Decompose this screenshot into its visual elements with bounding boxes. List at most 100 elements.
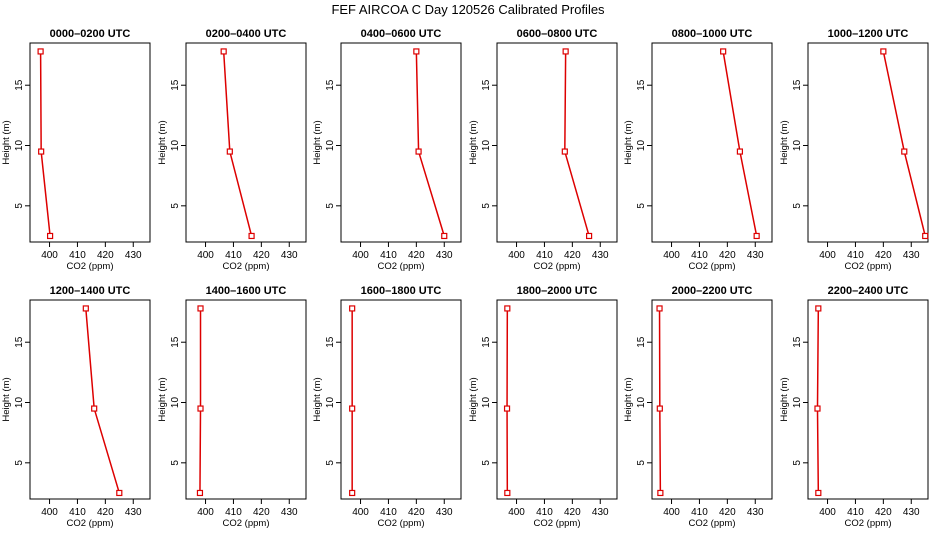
y-tick-label: 15	[325, 336, 336, 348]
x-tick-label: 410	[380, 507, 397, 518]
panel-6: 1200–1400 UTC 400 410 420 430 5 10 15 CO2 (ppm) H…	[1, 285, 151, 529]
profile-line	[658, 308, 662, 493]
x-tick-label: 410	[691, 250, 708, 261]
x-axis-label: CO2 (ppm)	[223, 518, 270, 529]
x-tick-label: 410	[69, 250, 86, 261]
data-point	[753, 232, 760, 240]
x-tick-label: 430	[281, 507, 298, 518]
x-tick-label: 430	[903, 250, 920, 261]
panel-2: 0400–0600 UTC 400 410 420 430 5 10 15 CO2 (ppm) H…	[312, 28, 462, 272]
panel-title: 0800–1000 UTC	[672, 28, 753, 40]
x-tick-label: 400	[352, 507, 369, 518]
y-tick-label: 5	[170, 460, 181, 466]
data-point	[91, 405, 98, 412]
data-point	[349, 305, 356, 312]
x-axis-label: CO2 (ppm)	[845, 261, 892, 272]
y-axis-label: Height (m)	[157, 120, 168, 164]
x-axis-label: CO2 (ppm)	[845, 518, 892, 529]
panel-7: 1400–1600 UTC 400 410 420 430 5 10 15 CO2 (ppm) H…	[157, 285, 307, 529]
x-tick-label: 410	[691, 507, 708, 518]
y-tick-label: 15	[636, 79, 647, 91]
panel-title: 0400–0600 UTC	[361, 28, 442, 40]
y-tick-label: 5	[792, 460, 803, 466]
x-axis-label: CO2 (ppm)	[534, 518, 581, 529]
y-axis-label: Height (m)	[779, 377, 790, 421]
x-tick-label: 420	[97, 250, 114, 261]
data-point	[585, 232, 593, 240]
y-tick-label: 15	[14, 336, 25, 348]
plot-frame	[340, 42, 462, 243]
x-tick-label: 420	[97, 507, 114, 518]
y-tick-label: 10	[792, 140, 803, 152]
panel-10: 2000–2200 UTC 400 410 420 430 5 10 15 CO2 (ppm) H…	[623, 285, 773, 529]
x-tick-label: 400	[41, 250, 58, 261]
profile-line	[39, 51, 51, 237]
panel-title: 1000–1200 UTC	[828, 28, 909, 40]
y-tick-label: 15	[325, 79, 336, 91]
y-tick-label: 5	[481, 203, 492, 209]
data-point	[815, 489, 822, 497]
data-point	[561, 148, 568, 155]
x-tick-label: 420	[253, 250, 270, 261]
panel-title: 1800–2000 UTC	[517, 285, 598, 297]
y-tick-label: 10	[481, 397, 492, 409]
y-tick-label: 15	[14, 79, 25, 91]
x-tick-label: 420	[719, 250, 736, 261]
y-axis-label: Height (m)	[623, 120, 634, 164]
x-tick-label: 400	[663, 250, 680, 261]
y-tick-label: 10	[636, 397, 647, 409]
data-point	[197, 305, 204, 312]
panel-title: 2000–2200 UTC	[672, 285, 753, 297]
x-tick-label: 400	[352, 250, 369, 261]
x-axis-label: CO2 (ppm)	[223, 261, 270, 272]
x-tick-label: 420	[408, 250, 425, 261]
data-point	[37, 48, 44, 55]
plot-frame	[185, 42, 307, 243]
x-tick-label: 430	[747, 250, 764, 261]
plot-frame	[807, 42, 929, 243]
x-tick-label: 420	[253, 507, 270, 518]
x-tick-label: 430	[436, 507, 453, 518]
panel-title: 0200–0400 UTC	[206, 28, 287, 40]
panel-8: 1600–1800 UTC 400 410 420 430 5 10 15 CO2 (ppm) H…	[312, 285, 462, 529]
x-tick-label: 400	[197, 507, 214, 518]
panel-1: 0200–0400 UTC 400 410 420 430 5 10 15 CO2 (ppm) H…	[157, 28, 307, 272]
y-axis-label: Height (m)	[312, 120, 323, 164]
data-point	[220, 48, 227, 55]
y-tick-label: 15	[481, 336, 492, 348]
y-axis-label: Height (m)	[1, 120, 12, 164]
y-axis-label: Height (m)	[623, 377, 634, 421]
x-tick-label: 430	[281, 250, 298, 261]
data-point	[736, 148, 744, 155]
x-tick-label: 420	[564, 507, 581, 518]
x-tick-label: 430	[125, 250, 142, 261]
x-tick-label: 400	[819, 250, 836, 261]
data-point	[815, 305, 822, 312]
x-tick-label: 420	[875, 507, 892, 518]
y-tick-label: 10	[481, 140, 492, 152]
x-tick-label: 430	[903, 507, 920, 518]
y-tick-label: 10	[792, 397, 803, 409]
plot-frame	[185, 299, 307, 500]
data-point	[82, 305, 89, 312]
y-tick-label: 5	[325, 203, 336, 209]
data-point	[197, 405, 204, 412]
y-tick-label: 5	[636, 460, 647, 466]
x-tick-label: 400	[508, 507, 525, 518]
panel-0: 0000–0200 UTC 400 410 420 430 5 10 15 CO2 (ppm) H…	[1, 28, 151, 272]
x-axis-label: CO2 (ppm)	[689, 518, 736, 529]
data-point	[657, 489, 664, 497]
data-point	[248, 232, 255, 240]
x-axis-label: CO2 (ppm)	[378, 518, 425, 529]
y-tick-label: 15	[792, 79, 803, 91]
x-tick-label: 410	[380, 250, 397, 261]
y-axis-label: Height (m)	[468, 377, 479, 421]
data-point	[116, 489, 123, 497]
x-tick-label: 420	[875, 250, 892, 261]
y-axis-label: Height (m)	[1, 377, 12, 421]
panel-title: 2200–2400 UTC	[828, 285, 909, 297]
plot-frame	[29, 42, 151, 243]
profile-line	[222, 51, 253, 237]
y-tick-label: 15	[481, 79, 492, 91]
data-point	[349, 489, 356, 497]
